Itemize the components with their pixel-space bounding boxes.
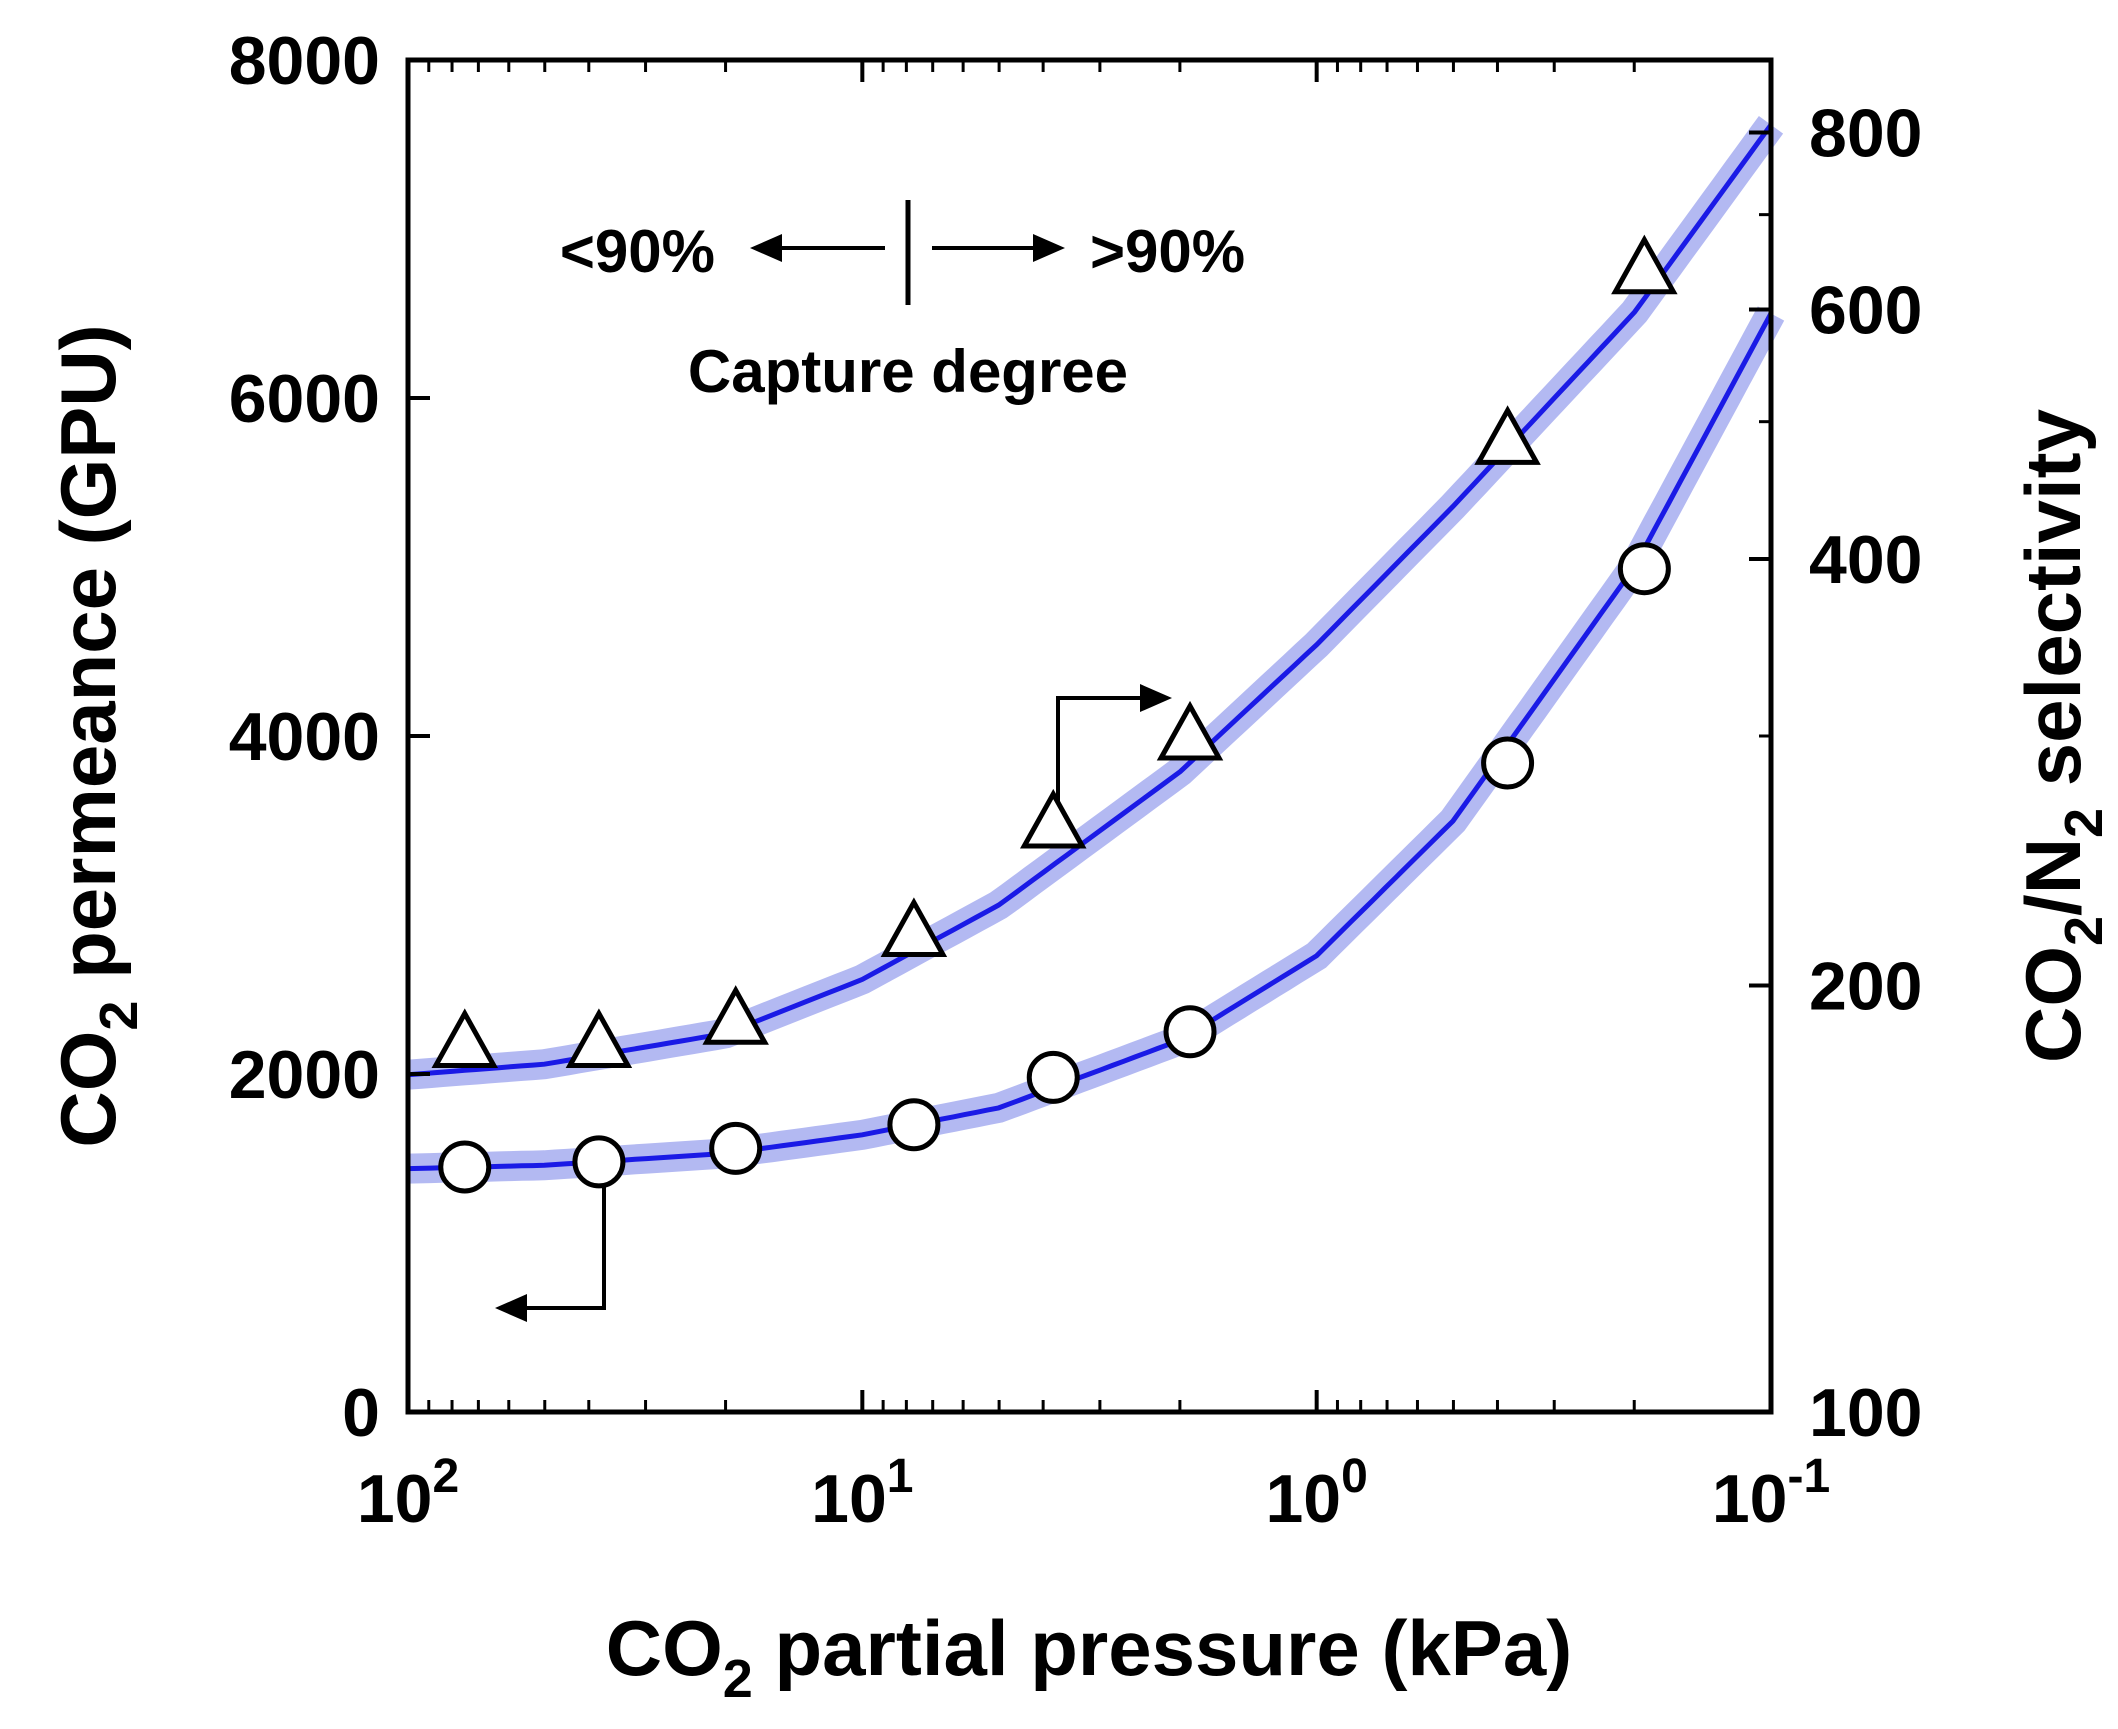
right-y-tick-label: 200 [1809, 948, 1922, 1024]
left-y-tick-label: 6000 [229, 361, 380, 437]
x-axis-title: CO2 partial pressure (kPa) [606, 1604, 1572, 1709]
fit-line-1 [407, 123, 1774, 1078]
circle-marker [1026, 1050, 1080, 1104]
capture-degree-caption: Capture degree [688, 338, 1128, 405]
right-axis-pointer [1056, 684, 1172, 820]
circle-marker [887, 1098, 941, 1152]
right-axis-title: CO2/N2 selectivity [2009, 409, 2114, 1063]
capture-degree-annotation: <90% >90% Capture degree [560, 200, 1245, 405]
right-y-tick-label: 400 [1809, 522, 1922, 598]
left-y-tick-label: 4000 [229, 699, 380, 775]
circle-marker [438, 1140, 492, 1194]
plot-frame [405, 57, 1774, 1415]
triangle-marker [1474, 405, 1541, 465]
x-tick-label: 101 [811, 1450, 913, 1537]
circle-marker [709, 1121, 763, 1175]
triangle-marker [565, 1008, 633, 1069]
triangle-marker [431, 1008, 499, 1069]
right-y-tick-label: 800 [1809, 95, 1922, 171]
circle-marker [572, 1135, 626, 1189]
right-arrowhead [1033, 234, 1065, 262]
tick-labels: 102 101 100 10-1020004000600080001002004006… [229, 23, 1923, 1537]
left-arrowhead [750, 234, 782, 262]
circle-marker [1617, 542, 1671, 596]
triangle-marker [880, 897, 948, 957]
fit-line-0 [407, 312, 1774, 1172]
triangle-marker [1019, 788, 1087, 849]
left-axis-pointer [495, 1175, 606, 1322]
x-tick-label: 102 [357, 1450, 459, 1537]
triangle-marker [1611, 234, 1678, 295]
fit-lines [407, 123, 1774, 1172]
below-90-label: <90% [560, 218, 715, 285]
triangle-marker [702, 985, 769, 1045]
x-tick-label: 10-1 [1712, 1450, 1830, 1537]
right-y-tick-label: 600 [1809, 272, 1922, 348]
triangle-marker [1156, 700, 1224, 761]
data-markers [431, 234, 1678, 1194]
left-axis-title: CO2 permeance (GPU) [44, 324, 149, 1147]
left-y-tick-label: 0 [342, 1375, 380, 1451]
left-y-tick-label: 2000 [229, 1037, 380, 1113]
circle-marker [1163, 1005, 1217, 1059]
circle-marker [1481, 736, 1535, 790]
x-tick-label: 100 [1265, 1450, 1367, 1537]
right-y-tick-label: 100 [1809, 1375, 1922, 1451]
above-90-label: >90% [1090, 218, 1245, 285]
left-y-tick-label: 8000 [229, 23, 380, 99]
